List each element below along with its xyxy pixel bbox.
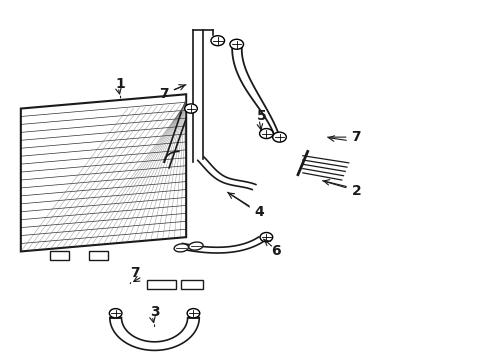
Text: 6: 6 [263,239,280,258]
Text: 7: 7 [159,85,185,101]
Ellipse shape [174,244,188,252]
Circle shape [260,233,272,242]
Circle shape [187,309,200,318]
Text: 1: 1 [115,77,125,98]
Circle shape [272,132,286,142]
Text: 2: 2 [322,181,361,198]
Circle shape [184,104,197,113]
Circle shape [109,309,122,318]
Text: 7: 7 [327,130,360,144]
Polygon shape [110,318,199,350]
Polygon shape [50,251,69,260]
Text: 5: 5 [256,109,266,131]
Text: 7: 7 [130,266,140,284]
Bar [147,280,176,289]
Text: 3: 3 [149,305,159,327]
Bar [181,280,203,289]
Ellipse shape [188,242,203,250]
Circle shape [210,36,224,46]
Circle shape [259,129,273,139]
Circle shape [229,39,243,49]
Text: 4: 4 [227,192,264,219]
Polygon shape [89,251,108,260]
Polygon shape [21,94,186,251]
